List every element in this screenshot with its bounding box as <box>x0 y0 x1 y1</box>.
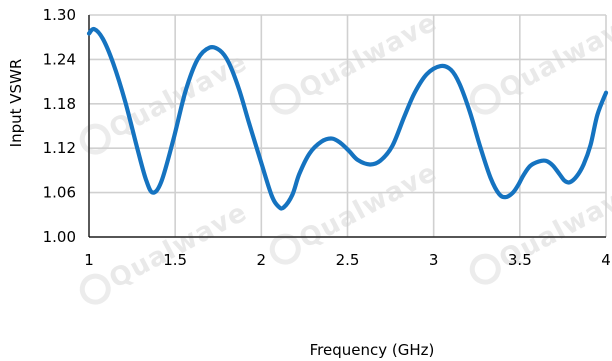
y-tick-label: 1.12 <box>43 139 76 157</box>
y-tick-label: 1.18 <box>43 95 76 113</box>
grid <box>88 14 607 238</box>
x-tick-label: 2.5 <box>336 251 360 269</box>
watermark-text: Qualwave <box>105 197 253 294</box>
x-axis-label: Frequency (GHz) <box>310 341 435 359</box>
watermark-logo-icon <box>269 83 301 115</box>
y-tick-labels: 1.00 1.06 1.12 1.18 1.24 1.30 <box>43 6 76 246</box>
watermark-text: Qualwave <box>295 7 443 104</box>
watermark: Qualwave <box>269 7 443 115</box>
x-tick-label: 3.5 <box>508 251 532 269</box>
y-tick-label: 1.24 <box>43 50 76 68</box>
y-tick-label: 1.00 <box>43 228 76 246</box>
watermark-logo-icon <box>79 123 111 155</box>
y-axis-label: Input VSWR <box>7 59 25 148</box>
x-tick-label: 2 <box>257 251 267 269</box>
watermark-logo-icon <box>469 253 501 285</box>
series-line <box>86 26 609 211</box>
x-tick-label: 3 <box>429 251 439 269</box>
x-tick-label: 1.5 <box>163 251 187 269</box>
y-tick-label: 1.30 <box>43 6 76 24</box>
y-tick-label: 1.06 <box>43 184 76 202</box>
watermark-logo-icon <box>469 83 501 115</box>
x-tick-labels: 1 1.5 2 2.5 3 3.5 4 <box>84 251 611 269</box>
x-tick-label: 1 <box>84 251 94 269</box>
watermark: Qualwave <box>469 177 612 285</box>
x-tick-label: 4 <box>601 251 611 269</box>
watermark-text: Qualwave <box>295 157 443 254</box>
watermark-logo-icon <box>79 273 111 305</box>
watermark: Qualwave <box>469 7 612 115</box>
axes <box>88 15 606 238</box>
watermark-text: Qualwave <box>495 7 612 104</box>
series-layer <box>86 26 609 211</box>
